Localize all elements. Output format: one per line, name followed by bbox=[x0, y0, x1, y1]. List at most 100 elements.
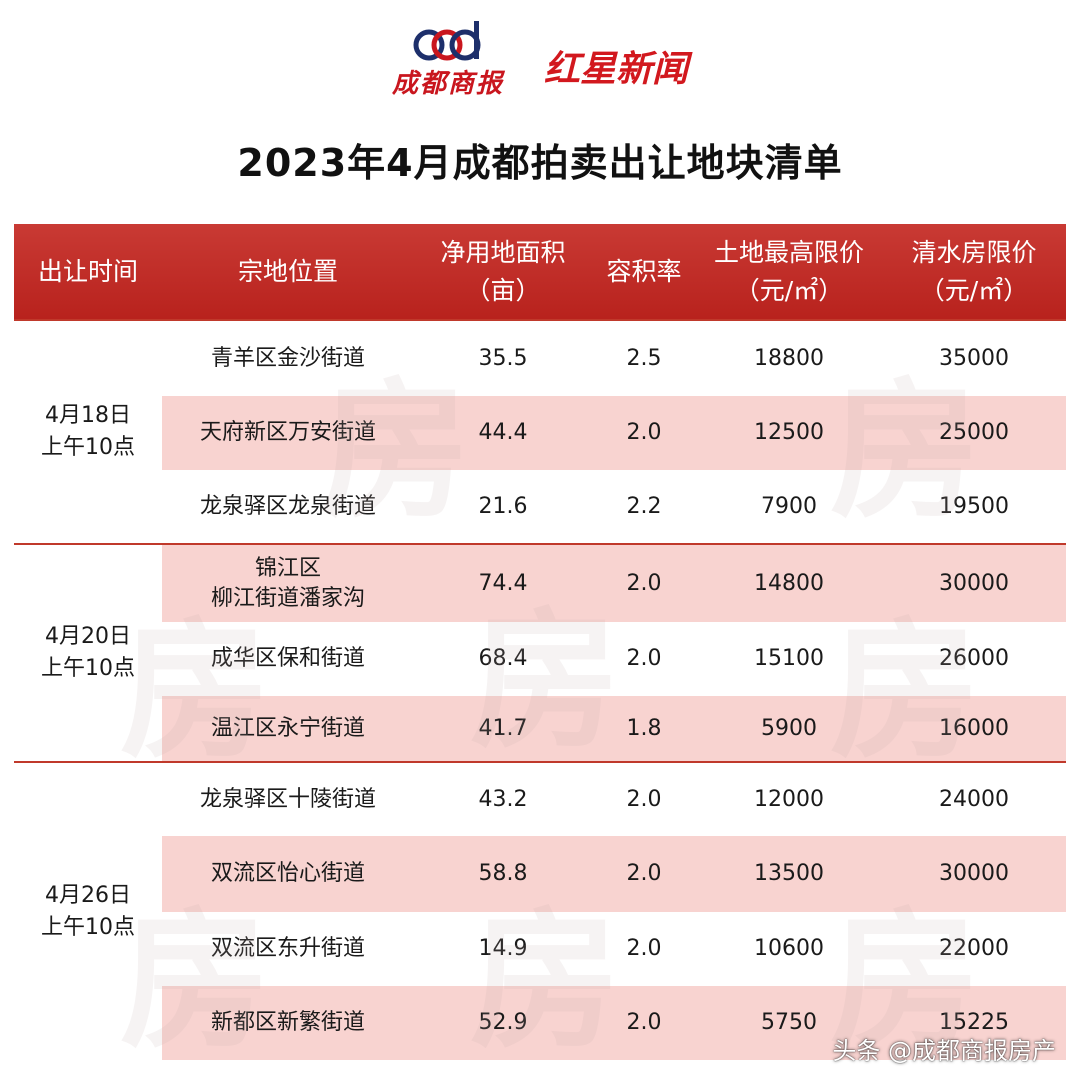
header-label: （亩） bbox=[465, 275, 541, 305]
logo-a-text: 成都商报 bbox=[391, 69, 504, 99]
land-price-cell: 7900 bbox=[696, 470, 882, 544]
chengdu-business-daily-logo: 成都商报 bbox=[392, 19, 504, 100]
location-text: 柳江街道潘家沟 bbox=[210, 585, 365, 611]
header-time: 出让时间 bbox=[14, 224, 162, 320]
table-row: 4月26日 上午10点 龙泉驿区十陵街道 43.2 2.0 12000 24000 bbox=[14, 761, 1066, 1060]
header-label: 净用地面积 bbox=[440, 237, 566, 267]
footer-source: 头条 @成都商报房产 bbox=[832, 1037, 1056, 1065]
header-label: （元/㎡） bbox=[734, 275, 844, 305]
header-label: （元/㎡） bbox=[919, 275, 1029, 305]
auction-time-text: 4月26日 bbox=[45, 882, 131, 908]
far-cell: 2.2 bbox=[592, 470, 696, 544]
auction-time-text: 4月18日 bbox=[45, 403, 131, 428]
header-area: 净用地面积 （亩） bbox=[414, 224, 592, 320]
land-price-cell: 15100 bbox=[696, 622, 882, 696]
table-header-row: 出让时间 宗地位置 净用地面积 （亩） 容积率 土地最高限价 （元/㎡） 清水房限价 （元/㎡） bbox=[14, 224, 1066, 320]
house-price-cell: 35000 bbox=[882, 319, 1066, 396]
land-price-cell: 12500 bbox=[696, 396, 882, 470]
location-cell: 龙泉驿区十陵街道 bbox=[162, 761, 414, 836]
ccd-mark-icon bbox=[413, 21, 481, 61]
table-row: 新都区新繁街道 52.9 2.0 5750 15225 bbox=[14, 986, 1066, 1060]
house-price-cell: 19500 bbox=[882, 470, 1066, 544]
area-cell: 35.5 bbox=[414, 319, 592, 396]
location-text: 新都区新繁街道 bbox=[210, 1010, 365, 1035]
far-cell: 2.0 bbox=[592, 622, 696, 696]
header-location: 宗地位置 bbox=[162, 224, 414, 320]
location-cell: 温江区永宁街道 bbox=[162, 696, 414, 762]
auction-time-cell: 4月18日上午10点 bbox=[14, 319, 162, 544]
land-price-cell: 5750 bbox=[696, 986, 882, 1060]
header-label: 容积率 bbox=[606, 256, 682, 286]
house-price-cell: 30000 bbox=[882, 836, 1066, 912]
land-price-cell: 14800 bbox=[696, 543, 882, 622]
header-label: 宗地位置 bbox=[237, 256, 338, 286]
location-text: 龙泉驿区十陵街道 bbox=[199, 786, 376, 812]
location-cell: 成华区保和街道 bbox=[162, 622, 414, 696]
far-cell: 2.0 bbox=[592, 836, 696, 912]
location-text: 天府新区万安街道 bbox=[199, 420, 376, 445]
page-title: 2023年4月成都拍卖出让地块清单 bbox=[237, 141, 843, 185]
location-text: 成华区保和街道 bbox=[210, 646, 365, 671]
logo-bar: 成都商报 红星新闻 bbox=[0, 18, 1080, 100]
area-cell: 41.7 bbox=[414, 696, 592, 762]
auction-time-cell: 4月26日上午10点 bbox=[14, 761, 162, 1060]
area-cell: 58.8 bbox=[414, 836, 592, 912]
header-far: 容积率 bbox=[592, 224, 696, 320]
header-label: 出让时间 bbox=[37, 256, 138, 286]
area-cell: 43.2 bbox=[414, 761, 592, 836]
far-cell: 1.8 bbox=[592, 696, 696, 762]
location-cell: 双流区怡心街道 bbox=[162, 836, 414, 912]
location-text: 青羊区金沙街道 bbox=[210, 345, 365, 371]
land-price-cell: 13500 bbox=[696, 836, 882, 912]
far-cell: 2.0 bbox=[592, 986, 696, 1060]
location-cell: 锦江区柳江街道潘家沟 bbox=[162, 543, 414, 622]
table-row: 成华区保和街道 68.4 2.0 15100 26000 bbox=[14, 622, 1066, 696]
auction-time-text: 上午10点 bbox=[41, 435, 135, 460]
land-price-cell: 10600 bbox=[696, 912, 882, 986]
location-text: 双流区怡心街道 bbox=[210, 861, 365, 886]
area-cell: 74.4 bbox=[414, 543, 592, 622]
auction-time-text: 上午10点 bbox=[41, 914, 135, 940]
location-text: 龙泉驿区龙泉街道 bbox=[199, 493, 376, 519]
house-price-cell: 30000 bbox=[882, 543, 1066, 622]
house-price-cell: 26000 bbox=[882, 622, 1066, 696]
area-cell: 21.6 bbox=[414, 470, 592, 544]
house-price-cell: 15225 bbox=[882, 986, 1066, 1060]
table-row: 双流区怡心街道 58.8 2.0 13500 30000 bbox=[14, 836, 1066, 912]
auction-time-cell: 4月20日上午10点 bbox=[14, 543, 162, 762]
red-star-news-logo: 红星新闻 bbox=[544, 48, 689, 90]
auction-time-text: 4月20日 bbox=[45, 624, 131, 649]
land-auction-table: 出让时间 宗地位置 净用地面积 （亩） 容积率 土地最高限价 （元/㎡） 清水房限价 （元/㎡）… bbox=[14, 224, 1066, 1060]
location-cell: 龙泉驿区龙泉街道 bbox=[162, 470, 414, 544]
area-cell: 44.4 bbox=[414, 396, 592, 470]
land-price-cell: 18800 bbox=[696, 319, 882, 396]
location-cell: 双流区东升街道 bbox=[162, 912, 414, 986]
area-cell: 68.4 bbox=[414, 622, 592, 696]
land-price-cell: 5900 bbox=[696, 696, 882, 762]
location-cell: 青羊区金沙街道 bbox=[162, 319, 414, 396]
house-price-cell: 16000 bbox=[882, 696, 1066, 762]
far-cell: 2.0 bbox=[592, 543, 696, 622]
far-cell: 2.0 bbox=[592, 912, 696, 986]
house-price-cell: 24000 bbox=[882, 761, 1066, 836]
location-text: 温江区永宁街道 bbox=[210, 715, 365, 741]
location-text: 锦江区 bbox=[254, 555, 321, 581]
header-land-price: 土地最高限价 （元/㎡） bbox=[696, 224, 882, 320]
table-row: 龙泉驿区龙泉街道 21.6 2.2 7900 19500 bbox=[14, 470, 1066, 544]
table-row: 天府新区万安街道 44.4 2.0 12500 25000 bbox=[14, 396, 1066, 470]
header-label: 清水房限价 bbox=[911, 237, 1037, 267]
table-row: 4月20日 上午10点 锦江区 柳江街道潘家沟 74.4 2.0 14800 30000 bbox=[14, 543, 1066, 762]
location-cell: 天府新区万安街道 bbox=[162, 396, 414, 470]
far-cell: 2.0 bbox=[592, 761, 696, 836]
far-cell: 2.0 bbox=[592, 396, 696, 470]
header-label: 土地最高限价 bbox=[713, 237, 864, 267]
land-price-cell: 12000 bbox=[696, 761, 882, 836]
house-price-cell: 22000 bbox=[882, 912, 1066, 986]
table-row: 4月18日 上午10点 青羊区金沙街道 35.5 2.5 18800 35000 bbox=[14, 319, 1066, 544]
table-row: 温江区永宁街道 41.7 1.8 5900 16000 bbox=[14, 696, 1066, 762]
area-cell: 14.9 bbox=[414, 912, 592, 986]
header-house-price: 清水房限价 （元/㎡） bbox=[882, 224, 1066, 320]
area-cell: 52.9 bbox=[414, 986, 592, 1060]
auction-time-text: 上午10点 bbox=[41, 656, 135, 681]
house-price-cell: 25000 bbox=[882, 396, 1066, 470]
